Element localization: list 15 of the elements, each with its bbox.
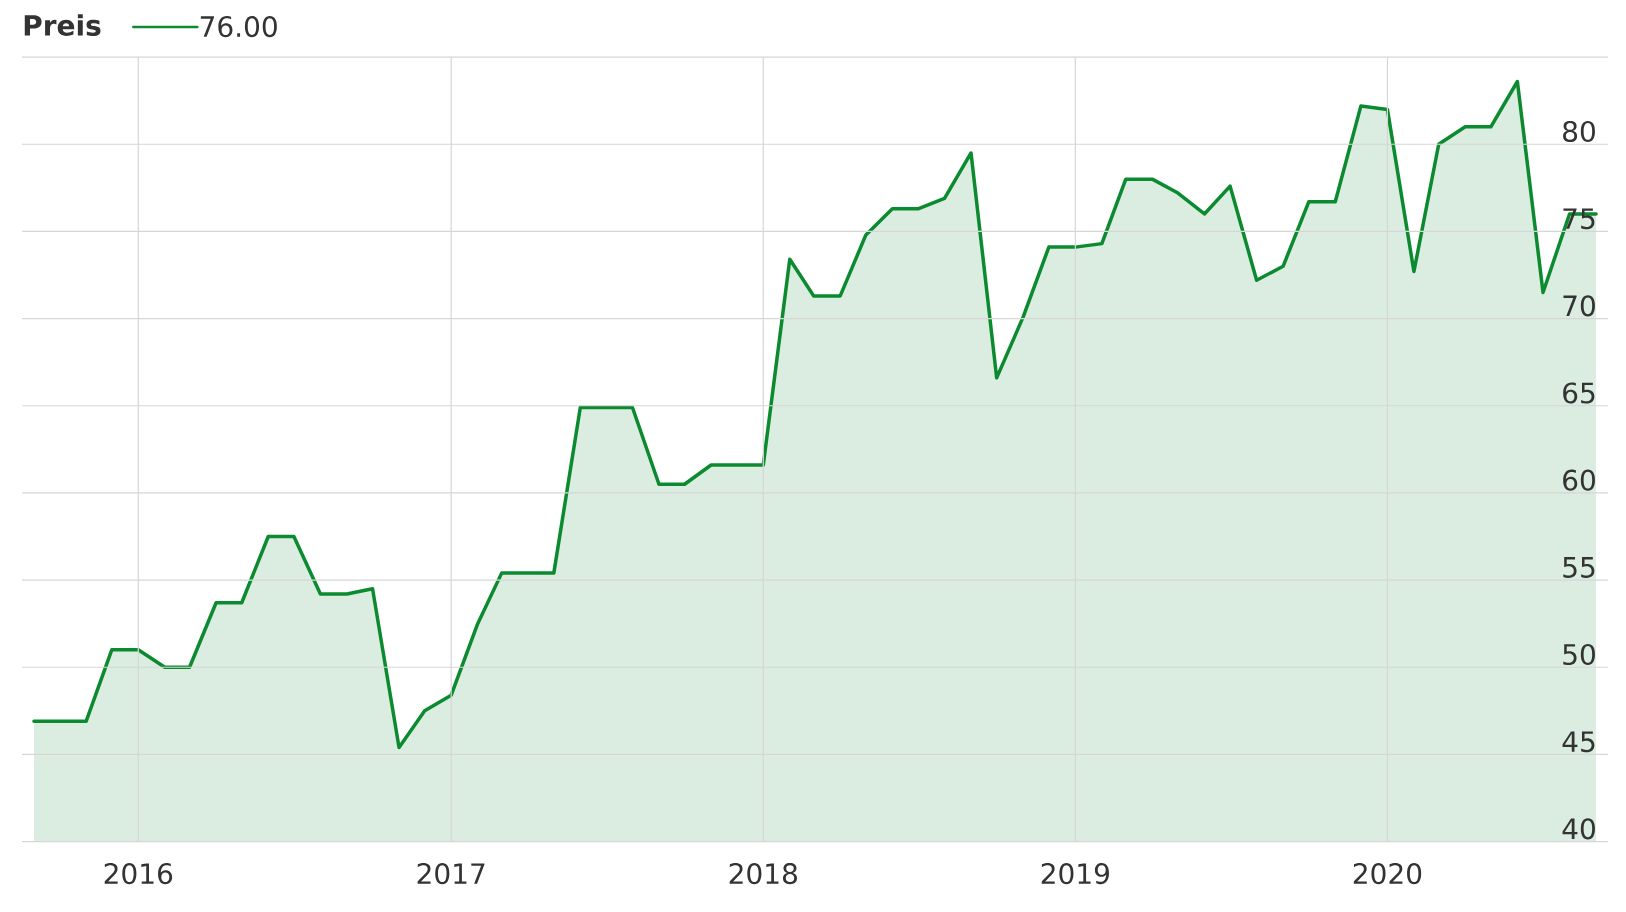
x-tick-label: 2019	[1041, 863, 1109, 885]
y-tick-label: 80	[1563, 120, 1595, 143]
x-tick-label: 2017	[417, 863, 485, 885]
x-tick-label: 2018	[729, 863, 797, 885]
y-tick-label: 45	[1562, 731, 1595, 753]
y-tick-label: 70	[1563, 295, 1595, 317]
chart-title: Preis	[24, 14, 101, 36]
y-tick-label: 65	[1563, 382, 1595, 404]
y-tick-label: 60	[1563, 469, 1595, 491]
y-tick-label: 55	[1563, 557, 1595, 578]
x-tick-label: 2016	[104, 863, 173, 885]
y-tick-label: 50	[1563, 643, 1595, 666]
legend-label: 76.00	[200, 15, 277, 38]
y-tick-label: 40	[1562, 818, 1595, 840]
x-tick-label: 2020	[1353, 863, 1422, 885]
